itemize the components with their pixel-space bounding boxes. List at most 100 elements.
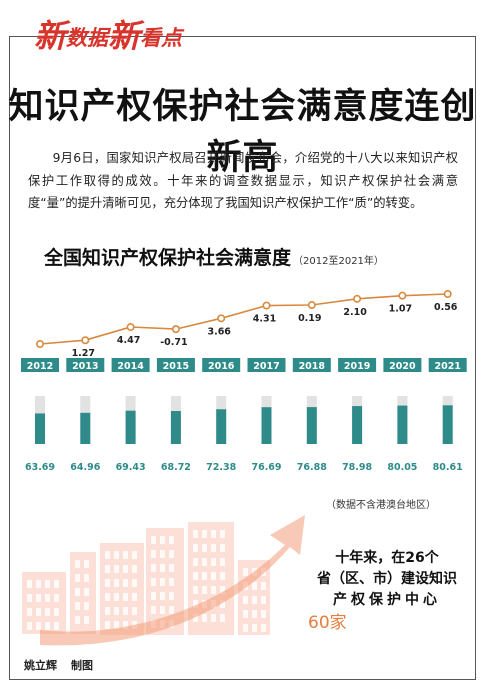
- brand-char-2: 新: [108, 17, 141, 55]
- line-point: [307, 301, 316, 310]
- skyline-window: [202, 586, 207, 594]
- brand-text-2: 看点: [140, 26, 183, 50]
- skyline-window: [75, 574, 80, 582]
- skyline-window: [105, 565, 110, 573]
- year-label: 2021: [434, 361, 460, 372]
- skyline-window: [45, 608, 50, 616]
- year-label: 2017: [253, 361, 279, 372]
- skyline-window: [123, 607, 128, 615]
- bar: [397, 405, 408, 444]
- bar: [125, 410, 136, 444]
- skyline-window: [45, 594, 50, 602]
- credit-author: 姚立辉: [24, 659, 57, 672]
- brand-char-1: 新: [34, 17, 67, 55]
- change-label: 0.56: [434, 302, 458, 313]
- year-label: 2020: [389, 361, 416, 372]
- skyline-window: [202, 530, 207, 538]
- skyline-window: [169, 578, 174, 586]
- skyline-window: [243, 596, 248, 604]
- year-label: 2012: [27, 361, 53, 372]
- skyline-window: [211, 614, 216, 622]
- year-box: [383, 358, 422, 372]
- chart-subtitle: （2012至2021年）: [293, 256, 384, 267]
- skyline-window: [105, 607, 110, 615]
- stat-line-1: 十年来，在26个: [335, 550, 439, 566]
- line-point: [126, 323, 135, 332]
- value-label: 80.05: [387, 462, 417, 473]
- chart-title-block: 全国知识产权保护社会满意度 （2012至2021年）: [44, 243, 384, 270]
- skyline-window: [75, 602, 80, 610]
- line-point: [35, 339, 44, 348]
- skyline-window: [261, 624, 266, 632]
- skyline-window: [169, 564, 174, 572]
- skyline-window: [75, 560, 80, 568]
- year-box: [156, 358, 195, 372]
- skyline-window: [202, 544, 207, 552]
- skyline-window: [27, 594, 32, 602]
- skyline-window: [36, 622, 41, 630]
- skyline-window: [220, 586, 225, 594]
- skyline-window: [151, 606, 156, 614]
- value-label: 68.72: [161, 462, 191, 473]
- skyline-window: [105, 593, 110, 601]
- skyline-window: [243, 624, 248, 632]
- skyline-window: [84, 574, 89, 582]
- skyline-window: [160, 536, 165, 544]
- skyline-window: [132, 565, 137, 573]
- change-label: -0.71: [160, 337, 187, 348]
- chart-title: 全国知识产权保护社会满意度: [44, 247, 292, 269]
- skyline-window: [211, 530, 216, 538]
- line-point: [217, 314, 226, 323]
- series-line: [39, 293, 448, 345]
- skyline-window: [45, 622, 50, 630]
- skyline-window: [193, 600, 198, 608]
- bar: [306, 407, 317, 444]
- skyline-window: [151, 536, 156, 544]
- change-label: 1.27: [72, 348, 95, 359]
- skyline-window: [84, 616, 89, 624]
- year-box: [428, 358, 467, 372]
- skyline-window: [220, 558, 225, 566]
- change-label: 4.47: [117, 335, 140, 346]
- skyline-window: [84, 588, 89, 596]
- skyline-window: [220, 600, 225, 608]
- line-point: [81, 336, 90, 345]
- year-box: [247, 358, 286, 372]
- skyline-window: [252, 624, 257, 632]
- skyline-window: [169, 592, 174, 600]
- year-box: [111, 358, 150, 372]
- value-label: 76.88: [297, 462, 327, 473]
- skyline-window: [202, 572, 207, 580]
- skyline-window: [123, 621, 128, 629]
- change-label: 4.31: [253, 314, 276, 325]
- skyline-window: [202, 614, 207, 622]
- skyline-window: [105, 621, 110, 629]
- stat-line-4: 60家: [308, 613, 347, 633]
- value-label: 76.69: [251, 462, 281, 473]
- skyline-window: [220, 544, 225, 552]
- change-label: 2.10: [343, 307, 367, 318]
- skyline-window: [105, 579, 110, 587]
- skyline-window: [202, 558, 207, 566]
- skyline-window: [54, 622, 59, 630]
- skyline-window: [54, 594, 59, 602]
- skyline-window: [169, 606, 174, 614]
- bar: [80, 412, 91, 444]
- change-label: 3.66: [207, 326, 231, 337]
- skyline-window: [123, 593, 128, 601]
- line-point: [353, 294, 362, 303]
- year-label: 2019: [344, 361, 370, 372]
- skyline-window: [123, 579, 128, 587]
- year-box: [292, 358, 331, 372]
- brand-text-1: 数据: [66, 26, 109, 50]
- skyline-window: [36, 608, 41, 616]
- skyline-window: [169, 550, 174, 558]
- skyline-window: [123, 551, 128, 559]
- skyline-window: [252, 596, 257, 604]
- skyline-window: [261, 596, 266, 604]
- skyline-window: [211, 544, 216, 552]
- change-label: 1.07: [389, 304, 412, 315]
- skyline-window: [160, 578, 165, 586]
- value-label: 80.61: [433, 462, 463, 473]
- year-label: 2013: [72, 361, 98, 372]
